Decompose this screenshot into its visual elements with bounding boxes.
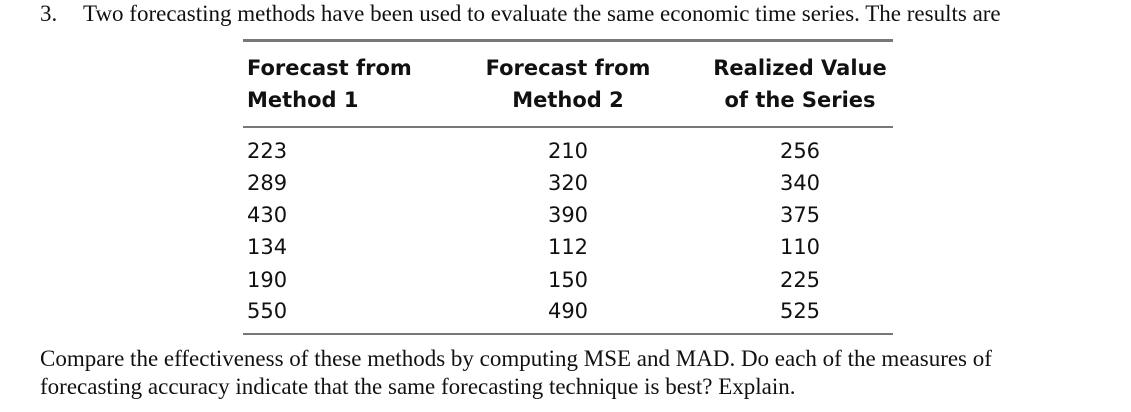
- table-cell: 490: [547, 299, 589, 323]
- table-cell: 320: [547, 171, 589, 195]
- table-cell: 430: [247, 203, 288, 227]
- header-rule: [243, 126, 893, 128]
- prompt-line: forecasting accuracy indicate that the s…: [40, 374, 796, 399]
- table-cell: 210: [547, 139, 589, 163]
- table-cell: 256: [779, 139, 821, 163]
- table-cell: 525: [779, 299, 821, 323]
- table-cell: 150: [547, 268, 589, 292]
- table-cell: 375: [779, 203, 821, 227]
- column-header: Forecast from: [247, 56, 412, 80]
- table-cell: 190: [247, 268, 288, 292]
- column-header: of the Series: [724, 88, 876, 112]
- table-cell: 134: [247, 235, 288, 259]
- table-cell: 112: [547, 235, 589, 259]
- question-text: Two forecasting methods have been used t…: [83, 1, 1001, 26]
- table-cell: 289: [247, 171, 288, 195]
- question-number: 3.: [40, 1, 58, 26]
- column-header: Method 1: [247, 88, 359, 112]
- table-cell: 340: [779, 171, 821, 195]
- table-bottom-rule: [243, 333, 893, 335]
- column-header: Realized Value: [713, 56, 887, 80]
- table-cell: 110: [779, 235, 821, 259]
- prompt-line: Compare the effectiveness of these metho…: [40, 346, 992, 371]
- table-cell: 550: [247, 299, 288, 323]
- column-header: Forecast from: [485, 56, 651, 80]
- column-header: Method 2: [512, 88, 624, 112]
- table-cell: 225: [779, 268, 821, 292]
- table-cell: 390: [547, 203, 589, 227]
- table-cell: 223: [247, 139, 288, 163]
- table-top-rule: [243, 39, 893, 42]
